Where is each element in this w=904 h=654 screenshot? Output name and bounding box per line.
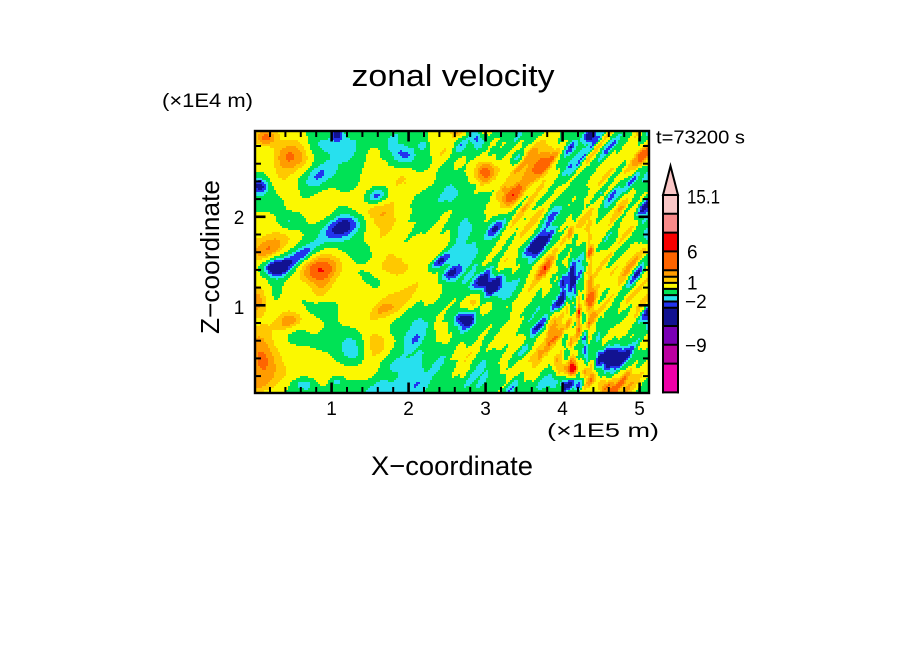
svg-text:−9: −9 (685, 336, 707, 357)
svg-text:5: 5 (634, 399, 645, 420)
svg-text:t=73200 s: t=73200 s (656, 128, 745, 148)
svg-text:Z−coordinate: Z−coordinate (195, 180, 225, 334)
svg-text:2: 2 (234, 208, 245, 229)
svg-text:zonal velocity: zonal velocity (352, 58, 556, 93)
svg-text:6: 6 (687, 243, 698, 264)
svg-text:4: 4 (557, 399, 568, 420)
svg-text:3: 3 (480, 399, 491, 420)
svg-text:(×1E4 m): (×1E4 m) (162, 91, 253, 112)
svg-text:1: 1 (326, 399, 337, 420)
svg-text:−2: −2 (685, 292, 707, 313)
svg-text:X−coordinate: X−coordinate (371, 451, 533, 481)
svg-text:1: 1 (687, 273, 698, 294)
svg-text:2: 2 (403, 399, 414, 420)
svg-text:15.1: 15.1 (687, 188, 720, 209)
svg-text:1: 1 (234, 298, 245, 319)
svg-text:(×1E5 m): (×1E5 m) (547, 421, 659, 442)
